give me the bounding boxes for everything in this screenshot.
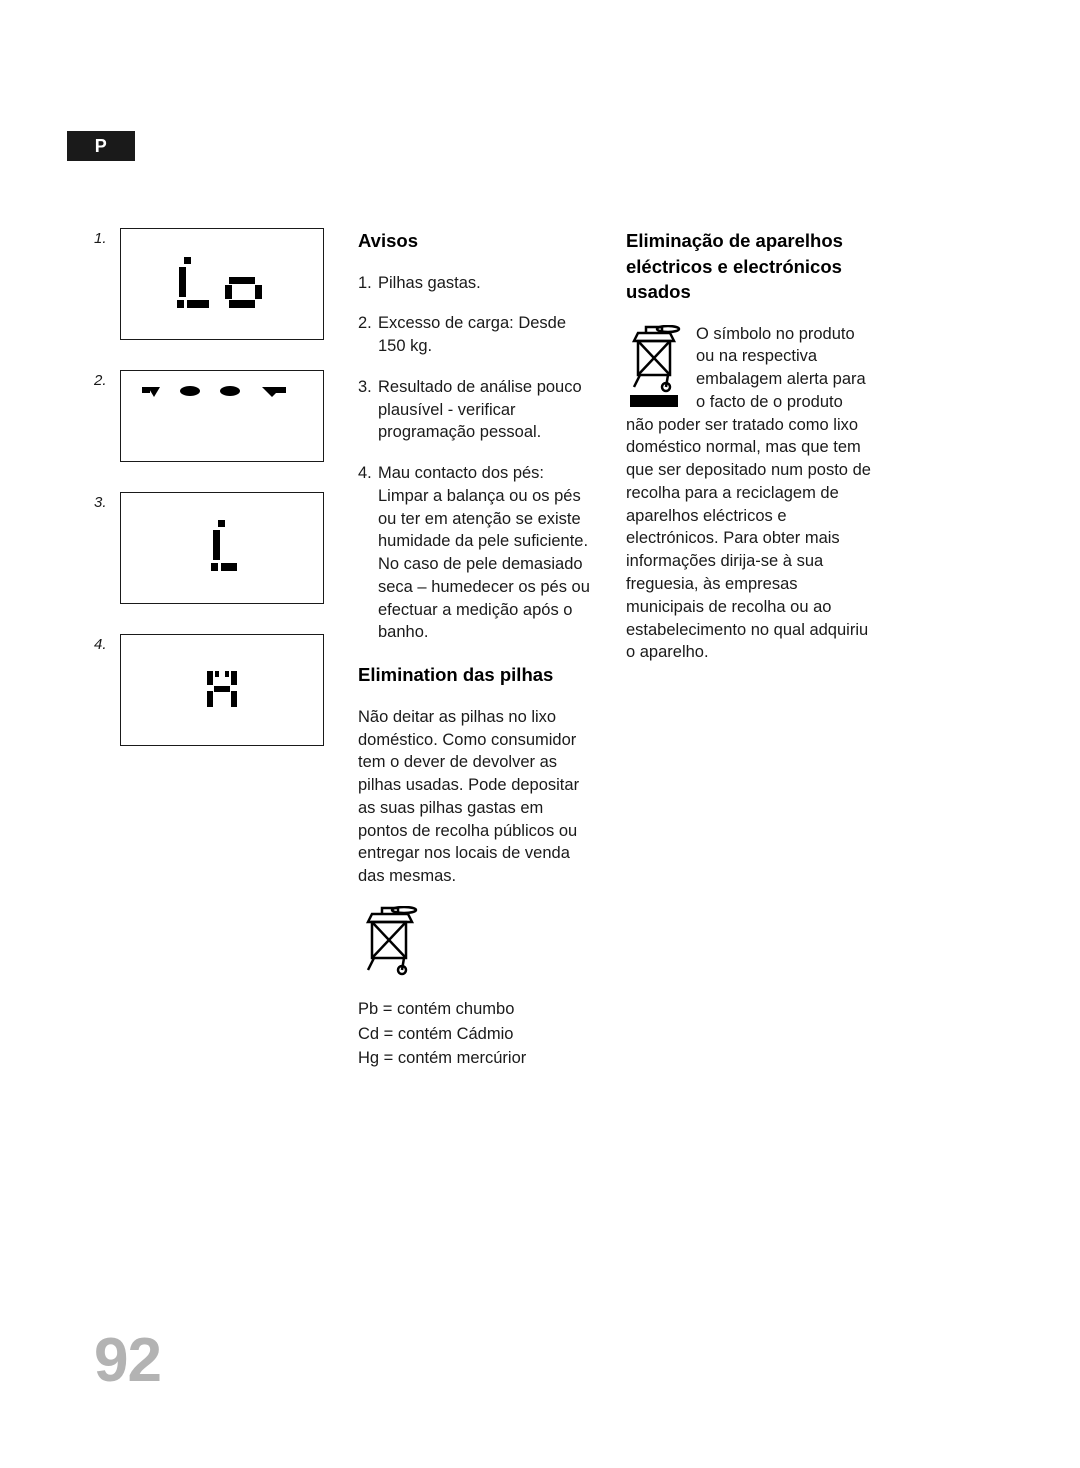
text-column-2: Eliminação de aparelhos eléctricos e ele… (626, 228, 874, 1072)
figure-number: 1. (94, 228, 120, 247)
figure-number: 4. (94, 634, 120, 653)
item-text: Pilhas gastas. (378, 272, 594, 295)
heading-avisos: Avisos (358, 228, 594, 254)
item-number: 2. (358, 312, 378, 358)
item-text: Resultado de análise pouco plausível - v… (378, 376, 594, 444)
chem-line-pb: Pb = contém chumbo (358, 998, 594, 1021)
figure-display-lo (120, 228, 324, 340)
item-number: 3. (358, 376, 378, 444)
heading-elimination-pilhas: Elimination das pilhas (358, 662, 594, 688)
list-item: 4. Mau contacto dos pés: Limpar a balanç… (358, 462, 594, 644)
figures-column: 1. 2. (94, 228, 326, 1072)
figure-number: 3. (94, 492, 120, 511)
lcd-wave-icon (142, 385, 302, 403)
figure-number: 2. (94, 370, 120, 389)
figure-row: 3. (94, 492, 326, 604)
chemical-codes: Pb = contém chumbo Cd = contém Cádmio Hg… (358, 998, 594, 1070)
page-content: 1. 2. (94, 228, 846, 1072)
pilhas-paragraph: Não deitar as pilhas no lixo doméstico. … (358, 706, 594, 888)
figure-row: 4. (94, 634, 326, 746)
list-item: 1. Pilhas gastas. (358, 272, 594, 295)
figure-row: 2. (94, 370, 326, 462)
language-badge: P (67, 131, 135, 161)
item-number: 1. (358, 272, 378, 295)
lcd-lo-icon (167, 251, 277, 317)
chem-line-hg: Hg = contém mercúrior (358, 1047, 594, 1070)
weee-bin-icon (358, 906, 594, 976)
item-text: Excesso de carga: Desde 150 kg. (378, 312, 594, 358)
list-item: 2. Excesso de carga: Desde 150 kg. (358, 312, 594, 358)
heading-eliminacao: Eliminação de aparelhos eléctricos e ele… (626, 228, 874, 305)
chem-line-cd: Cd = contém Cádmio (358, 1023, 594, 1046)
figure-row: 1. (94, 228, 326, 340)
weee-bin-icon (626, 325, 684, 409)
page-number: 92 (94, 1325, 161, 1396)
avisos-list: 1. Pilhas gastas. 2. Excesso de carga: D… (358, 272, 594, 645)
weee-paragraph-block: O símbolo no produto ou na respectiva em… (626, 323, 874, 664)
text-column-1: Avisos 1. Pilhas gastas. 2. Excesso de c… (358, 228, 594, 1072)
item-number: 4. (358, 462, 378, 644)
lcd-h-icon (205, 669, 239, 711)
list-item: 3. Resultado de análise pouco plausível … (358, 376, 594, 444)
figure-display-wave (120, 370, 324, 462)
figure-display-l (120, 492, 324, 604)
item-text: Mau contacto dos pés: Limpar a balança o… (378, 462, 594, 644)
figure-display-h (120, 634, 324, 746)
lcd-l-icon (202, 516, 242, 580)
